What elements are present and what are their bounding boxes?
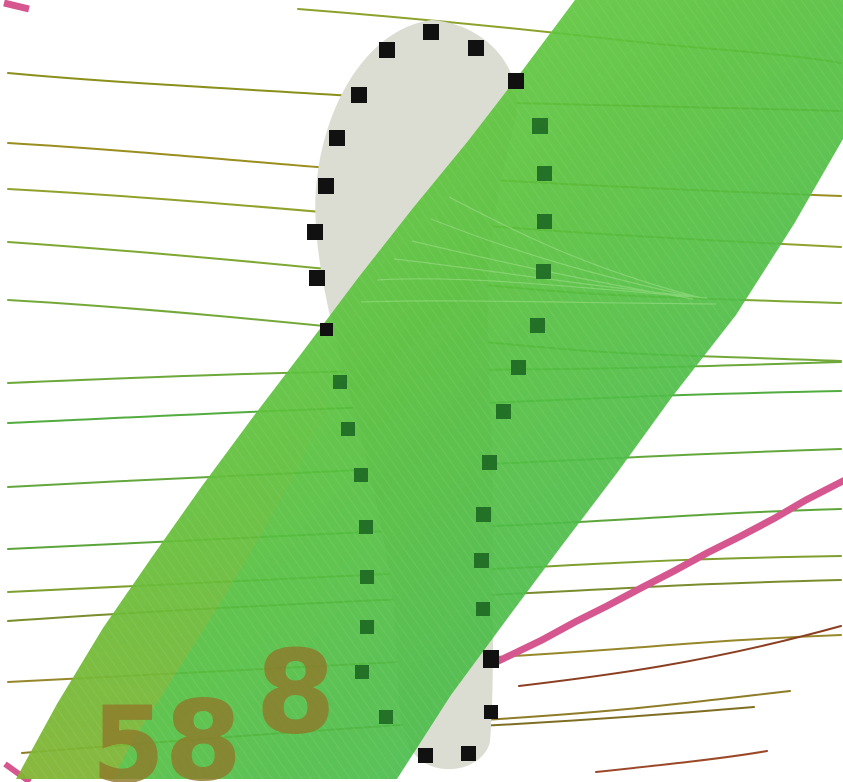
sounding-marker [379,42,395,58]
sounding-marker [320,323,333,336]
sounding-marker-overlay [354,468,368,482]
contour-line-14 [518,625,842,687]
sounding-marker-overlay [536,264,551,279]
sounding-marker-overlay [496,404,511,419]
boundary-line-top-left [3,0,30,13]
depth-label-middle-digit: 8 [165,677,242,782]
sounding-marker [318,178,334,194]
sounding-marker [484,705,498,719]
sounding-marker-overlay [482,455,497,470]
sounding-marker [483,650,499,668]
sounding-marker-overlay [511,360,526,375]
sounding-marker-overlay [355,665,369,679]
sounding-marker [351,87,367,103]
sounding-marker [461,746,476,761]
sounding-marker [307,224,323,240]
sounding-marker-overlay [359,520,373,534]
contour-line-16 [595,750,768,773]
soundings-overlay [333,118,552,724]
sounding-marker-overlay [474,553,489,568]
sounding-marker [309,270,325,286]
survey-swath [16,0,843,779]
sounding-marker [423,24,439,40]
sounding-marker [329,130,345,146]
sounding-marker-overlay [476,602,490,616]
survey-swath-hatch [16,0,843,779]
sounding-marker-overlay [532,118,548,134]
depth-labels: 5 8 8 [92,626,336,782]
sounding-marker-overlay [333,375,347,389]
sounding-marker-overlay [360,570,374,584]
sounding-marker-overlay [537,166,552,181]
sounding-marker-overlay [360,620,374,634]
depth-label-left-digit: 5 [92,684,164,782]
sounding-marker [508,73,524,89]
sounding-marker-overlay [476,507,491,522]
depth-label-right-digit: 8 [256,626,335,759]
soundings-markers [307,24,524,763]
sounding-marker [468,40,484,56]
swath-fan-lines [360,196,717,305]
sounding-marker-overlay [379,710,393,724]
sounding-marker-overlay [537,214,552,229]
sounding-marker-overlay [530,318,545,333]
sounding-marker-overlay [341,422,355,436]
sounding-marker [418,748,433,763]
